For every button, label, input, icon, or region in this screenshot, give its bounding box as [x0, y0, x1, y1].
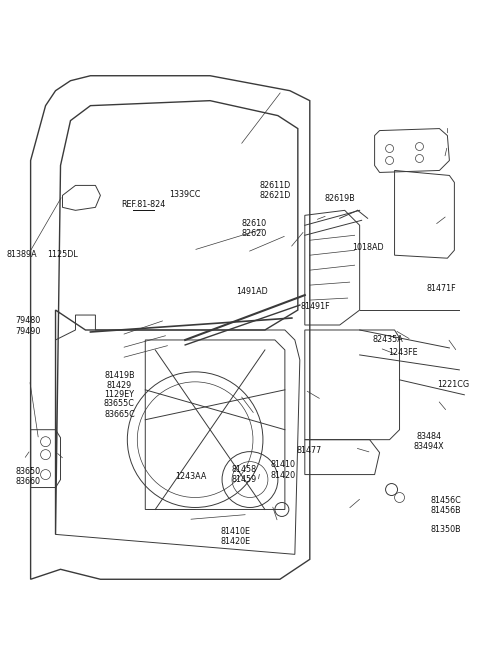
Text: 83655C
83665C: 83655C 83665C — [104, 400, 135, 419]
Text: 81458
81459: 81458 81459 — [231, 465, 256, 484]
Text: 1243FE: 1243FE — [388, 348, 418, 357]
Text: 81410
81420: 81410 81420 — [271, 460, 296, 479]
Text: 81350B: 81350B — [431, 525, 461, 534]
Text: 81477: 81477 — [297, 446, 322, 455]
Text: 81491F: 81491F — [301, 302, 330, 311]
Text: 1125DL: 1125DL — [48, 250, 78, 259]
Text: REF.81-824: REF.81-824 — [121, 200, 166, 209]
Text: 1018AD: 1018AD — [352, 243, 384, 252]
Text: 81410E
81420E: 81410E 81420E — [220, 527, 250, 546]
Text: 81471F: 81471F — [426, 284, 456, 293]
Text: 81419B
81429: 81419B 81429 — [104, 371, 135, 390]
Text: 79480
79490: 79480 79490 — [16, 316, 41, 336]
Text: 83484
83494X: 83484 83494X — [414, 432, 444, 451]
Text: 1491AD: 1491AD — [236, 287, 268, 296]
Text: 1129EY: 1129EY — [104, 390, 134, 400]
Text: 82611D
82621D: 82611D 82621D — [259, 181, 290, 200]
Text: 81456C
81456B: 81456C 81456B — [431, 496, 461, 515]
Text: 82610
82620: 82610 82620 — [242, 219, 267, 238]
Text: 82435A: 82435A — [373, 335, 404, 344]
Text: 1339CC: 1339CC — [169, 190, 201, 198]
Text: 1243AA: 1243AA — [176, 472, 207, 481]
Text: 82619B: 82619B — [324, 194, 355, 202]
Text: 1221CG: 1221CG — [437, 381, 469, 390]
Text: 83650
83660: 83650 83660 — [16, 467, 41, 486]
Text: 81389A: 81389A — [7, 250, 37, 259]
